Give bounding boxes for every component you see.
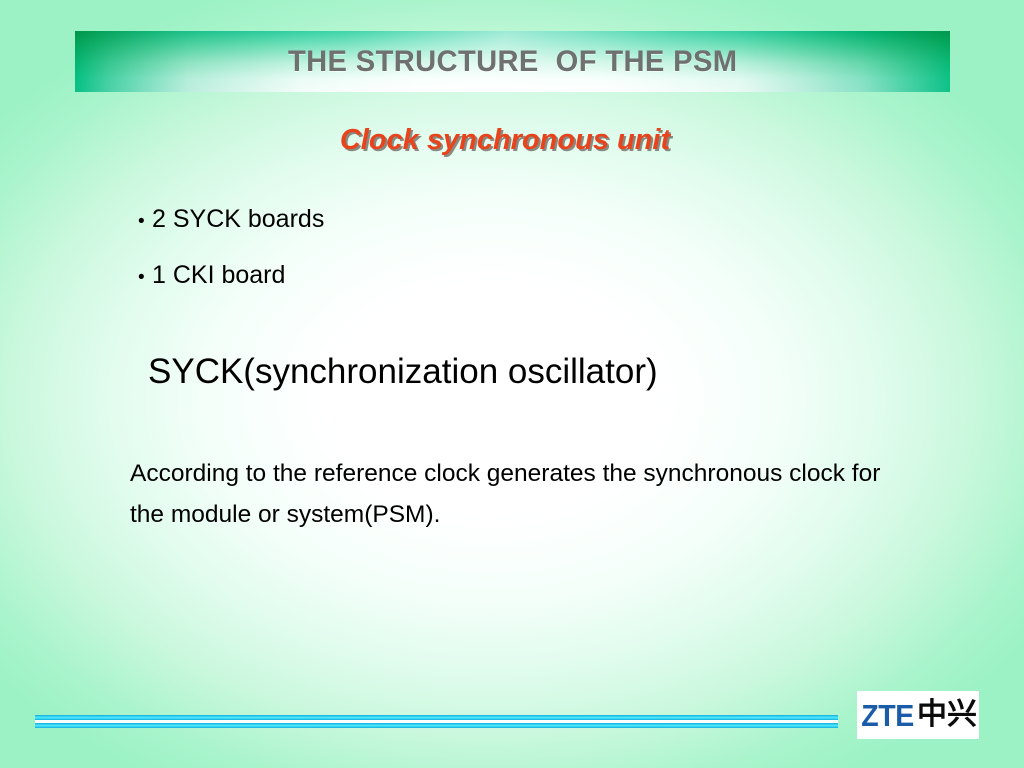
title-banner: THE STRUCTURE OF THE PSM xyxy=(75,31,950,92)
zte-logo-chinese: 中兴 xyxy=(917,698,978,731)
zte-logo: ZTE 中兴 xyxy=(857,691,979,739)
slide-subtitle: Clock synchronous unit xyxy=(339,124,671,156)
list-item: • 2 SYCK boards xyxy=(138,205,738,234)
footer-rule-top xyxy=(35,715,838,720)
body-paragraph: According to the reference clock generat… xyxy=(130,460,881,529)
footer-rule-group xyxy=(35,715,838,728)
footer-rule-bottom xyxy=(35,723,838,728)
section-heading: SYCK(synchronization oscillator) xyxy=(148,352,658,391)
footer-rule-gap xyxy=(35,720,838,723)
bullet-dot-icon: • xyxy=(138,211,145,232)
list-item-label: 2 SYCK boards xyxy=(152,205,325,233)
bullet-dot-icon: • xyxy=(138,267,145,288)
zte-logo-latin: ZTE xyxy=(861,697,914,733)
page-title: THE STRUCTURE OF THE PSM xyxy=(287,44,738,78)
list-item-label: 1 CKI board xyxy=(152,261,286,289)
list-item: • 1 CKI board xyxy=(138,261,738,290)
bullet-list: • 2 SYCK boards • 1 CKI board xyxy=(138,205,738,317)
